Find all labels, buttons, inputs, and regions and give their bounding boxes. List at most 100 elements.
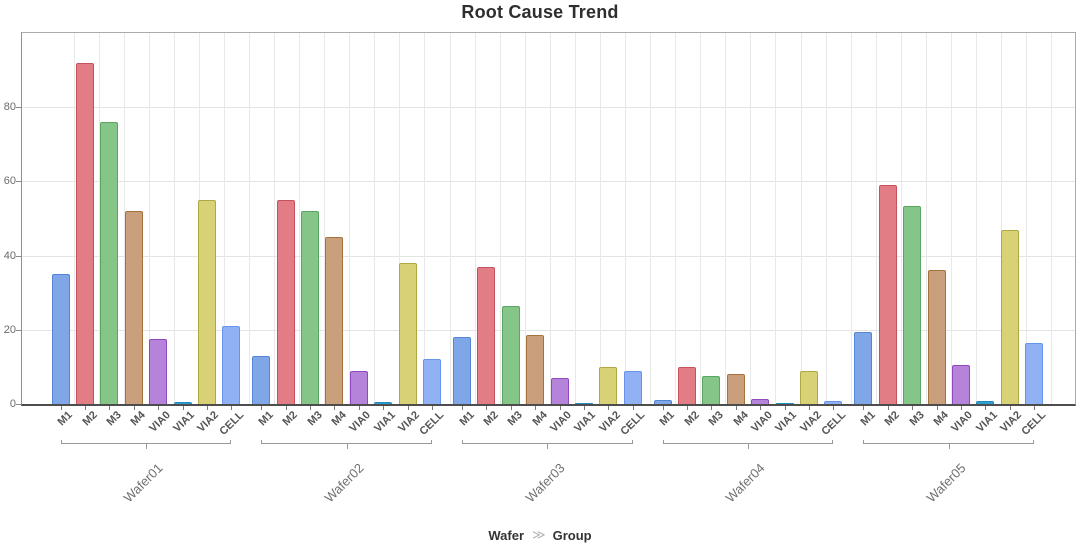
bar-wafer03-m3[interactable] — [501, 305, 520, 404]
bar-wafer04-via0[interactable] — [751, 399, 770, 404]
gridline-vertical — [976, 33, 978, 404]
bar-wafer04-m1[interactable] — [653, 400, 672, 404]
bar-wafer01-m2[interactable] — [75, 62, 94, 404]
x-tick-mark — [432, 406, 433, 410]
bar-wafer02-m3[interactable] — [301, 211, 319, 404]
category-tick-label: M4 — [731, 409, 751, 429]
bar-wafer03-via0[interactable] — [550, 378, 569, 404]
y-tick-label: 60 — [3, 175, 16, 188]
category-tick-label: VIA0 — [949, 409, 976, 435]
x-tick-mark — [231, 406, 233, 410]
x-tick-mark — [510, 406, 512, 410]
x-tick-mark — [608, 406, 610, 410]
bar-wafer01-cell[interactable] — [222, 326, 241, 404]
y-tick-mark — [16, 404, 21, 405]
group-bracket-tick — [948, 443, 950, 449]
group-bracket — [662, 440, 834, 444]
category-tick-label: M3 — [305, 409, 325, 429]
category-tick-label: VIA1 — [171, 409, 197, 435]
bar-wafer04-cell[interactable] — [824, 401, 843, 404]
bar-wafer02-via0[interactable] — [349, 370, 368, 404]
gridline-vertical — [499, 33, 501, 404]
bar-wafer03-m2[interactable] — [477, 266, 496, 404]
category-tick-label: M2 — [280, 409, 301, 429]
gridline-vertical — [73, 33, 75, 404]
gridline-vertical — [123, 33, 125, 404]
axis-footer: Wafer ≫ Group — [0, 527, 1080, 543]
gridline-vertical — [349, 33, 351, 404]
category-tick-label: M3 — [104, 409, 124, 429]
plot-area — [21, 32, 1076, 406]
category-tick-label: CELL — [417, 409, 447, 438]
group-bracket — [261, 440, 432, 444]
gridline-vertical — [800, 33, 802, 404]
x-tick-mark — [158, 406, 160, 410]
gridline-horizontal — [22, 181, 1075, 183]
gridline-vertical — [549, 33, 551, 404]
bar-wafer04-m2[interactable] — [678, 366, 696, 404]
x-tick-mark — [206, 406, 208, 410]
gridline-vertical — [399, 33, 401, 404]
bar-wafer01-via2[interactable] — [197, 199, 216, 404]
bar-wafer04-m4[interactable] — [726, 374, 745, 404]
bar-wafer05-via1[interactable] — [976, 401, 995, 404]
bar-wafer05-m4[interactable] — [927, 270, 946, 404]
x-tick-mark — [358, 406, 360, 410]
bar-wafer01-m3[interactable] — [100, 122, 119, 404]
x-tick-mark — [833, 406, 835, 410]
gridline-vertical — [524, 33, 526, 404]
category-tick-label: M2 — [80, 409, 100, 429]
bar-wafer05-m2[interactable] — [878, 185, 897, 404]
bar-wafer05-m1[interactable] — [854, 331, 873, 404]
bar-wafer01-via1[interactable] — [173, 402, 192, 404]
x-tick-mark — [583, 406, 585, 410]
gridline-vertical — [248, 33, 250, 404]
bar-wafer02-via2[interactable] — [398, 263, 417, 404]
bar-wafer04-via1[interactable] — [775, 402, 794, 404]
category-tick-label: M2 — [882, 409, 903, 429]
bar-wafer03-m1[interactable] — [452, 337, 471, 404]
bar-wafer03-cell[interactable] — [623, 370, 642, 404]
chevron-right-double-icon: ≫ — [532, 527, 546, 542]
bar-wafer01-m1[interactable] — [51, 274, 70, 404]
category-tick-label: M4 — [128, 409, 149, 429]
x-tick-mark — [1034, 406, 1036, 410]
bar-wafer03-via2[interactable] — [599, 366, 618, 404]
gridline-horizontal — [22, 107, 1075, 109]
gridline-horizontal — [22, 255, 1075, 257]
x-tick-mark — [261, 406, 263, 410]
bar-wafer05-cell[interactable] — [1025, 342, 1044, 404]
category-tick-label: M2 — [682, 409, 702, 429]
x-tick-mark — [559, 406, 561, 410]
bar-wafer02-via1[interactable] — [374, 402, 393, 404]
category-tick-label: VIA2 — [797, 409, 824, 435]
bar-wafer05-via0[interactable] — [951, 365, 970, 404]
bar-wafer02-m2[interactable] — [276, 199, 295, 404]
x-tick-mark — [632, 406, 634, 410]
chart-title: Root Cause Trend — [461, 2, 619, 22]
bar-wafer04-m3[interactable] — [702, 376, 721, 404]
bar-wafer03-m4[interactable] — [526, 335, 545, 404]
y-tick-mark — [16, 255, 21, 257]
bar-wafer05-m3[interactable] — [903, 205, 922, 404]
y-tick-label: 40 — [3, 249, 16, 262]
bar-wafer02-m1[interactable] — [252, 355, 271, 404]
category-tick-label: CELL — [819, 409, 848, 438]
x-tick-mark — [383, 406, 385, 410]
x-tick-mark — [133, 406, 135, 410]
x-tick-mark — [84, 406, 86, 410]
bar-wafer02-cell[interactable] — [423, 359, 441, 404]
bar-wafer01-via0[interactable] — [149, 339, 168, 404]
bar-wafer02-m4[interactable] — [325, 237, 344, 404]
x-tick-mark — [60, 406, 62, 410]
category-tick-label: M1 — [858, 409, 878, 429]
bar-wafer03-via1[interactable] — [574, 402, 593, 404]
y-tick-label: 80 — [3, 101, 16, 114]
x-tick-mark — [109, 406, 111, 410]
gridline-vertical — [299, 33, 301, 404]
bar-wafer05-via2[interactable] — [1000, 229, 1019, 404]
bar-wafer04-via2[interactable] — [800, 370, 818, 404]
bar-wafer01-m4[interactable] — [124, 211, 143, 404]
group-label-wafer04: Wafer04 — [722, 460, 768, 506]
